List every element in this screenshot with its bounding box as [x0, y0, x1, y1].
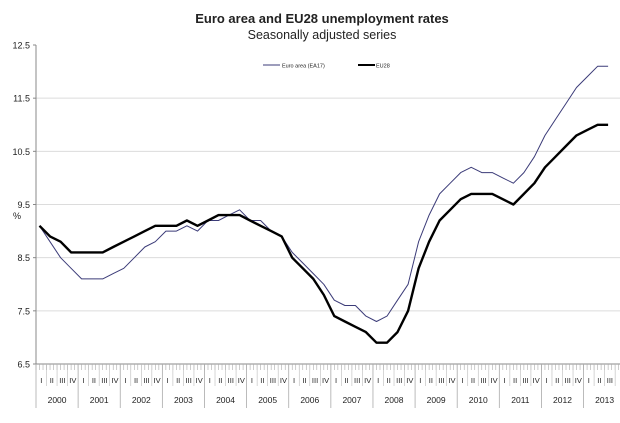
series-line-eu28 — [38, 123, 609, 344]
y-tick-label: 7.5 — [17, 306, 30, 316]
x-quarter-label: IV — [364, 376, 371, 385]
x-year-label: 2010 — [469, 395, 488, 405]
x-quarter-label: II — [260, 376, 264, 385]
x-quarter-label: III — [270, 376, 276, 385]
x-quarter-label: III — [438, 376, 444, 385]
x-quarter-label: II — [176, 376, 180, 385]
y-tick-label: 11.5 — [13, 94, 30, 104]
x-quarter-label: I — [251, 376, 253, 385]
x-year-label: 2008 — [385, 395, 404, 405]
y-tick-label: 12.5 — [12, 41, 30, 51]
y-axis: 12.5 11.5 10.5 9.5 8.5 7.5 6.5 — [12, 41, 37, 370]
x-year-label: 2011 — [511, 395, 530, 405]
legend-label-ea17: Euro area (EA17) — [282, 64, 325, 70]
x-quarter-label: IV — [448, 376, 455, 385]
x-quarter-label: II — [513, 376, 517, 385]
x-quarter-label: IV — [238, 376, 245, 385]
legend-label-eu28: EU28 — [376, 64, 390, 70]
x-quarter-label: I — [335, 376, 337, 385]
x-quarter-label: II — [597, 376, 601, 385]
x-quarter-label: I — [293, 376, 295, 385]
x-quarter-label: II — [134, 376, 138, 385]
x-year-label: 2000 — [48, 395, 67, 405]
x-quarter-label: III — [59, 376, 65, 385]
x-quarter-label: II — [302, 376, 306, 385]
x-quarter-label: III — [143, 376, 149, 385]
x-quarter-label: III — [480, 376, 486, 385]
x-quarter-label: I — [124, 376, 126, 385]
legend: Euro area (EA17) EU28 — [263, 64, 390, 70]
x-year-label: 2004 — [216, 395, 235, 405]
x-quarter-label: IV — [533, 376, 540, 385]
x-quarter-label: IV — [154, 376, 161, 385]
x-quarter-label: I — [504, 376, 506, 385]
x-quarter-label: IV — [280, 376, 287, 385]
x-quarter-label: III — [354, 376, 360, 385]
x-quarter-label: IV — [406, 376, 413, 385]
x-year-label: 2006 — [300, 395, 319, 405]
x-quarter-label: III — [396, 376, 402, 385]
chart-title: Euro area and EU28 unemployment rates — [195, 11, 449, 26]
x-year-label: 2005 — [258, 395, 277, 405]
x-quarter-label: III — [312, 376, 318, 385]
y-tick-label: 8.5 — [17, 253, 30, 263]
x-quarter-label: II — [429, 376, 433, 385]
x-quarter-label: IV — [69, 376, 76, 385]
x-quarter-label: I — [419, 376, 421, 385]
x-year-label: 2001 — [90, 395, 109, 405]
x-quarter-label: IV — [575, 376, 582, 385]
x-quarter-label: I — [167, 376, 169, 385]
x-quarter-label: IV — [491, 376, 498, 385]
x-quarter-label: I — [546, 376, 548, 385]
x-quarter-label: II — [471, 376, 475, 385]
x-year-label: 2012 — [553, 395, 572, 405]
y-tick-label: 10.5 — [12, 147, 30, 157]
chart-subtitle: Seasonally adjusted series — [248, 28, 397, 42]
x-quarter-label: II — [387, 376, 391, 385]
y-tick-label: 9.5 — [17, 200, 30, 210]
x-quarter-label: IV — [322, 376, 329, 385]
x-quarter-label: III — [565, 376, 571, 385]
x-quarter-label: III — [186, 376, 192, 385]
x-quarter-label: II — [345, 376, 349, 385]
x-quarter-label: I — [377, 376, 379, 385]
x-quarter-label: II — [50, 376, 54, 385]
series-lines — [38, 65, 609, 344]
x-year-label: 2009 — [427, 395, 446, 405]
gridlines — [36, 97, 620, 312]
y-axis-label: % — [13, 211, 21, 221]
x-year-label: 2007 — [342, 395, 361, 405]
x-quarter-label: I — [209, 376, 211, 385]
x-year-label: 2013 — [595, 395, 614, 405]
x-year-label: 2003 — [174, 395, 193, 405]
x-quarter-label: I — [461, 376, 463, 385]
x-quarter-label: IV — [111, 376, 118, 385]
x-quarter-label: III — [523, 376, 529, 385]
x-year-label: 2002 — [132, 395, 151, 405]
x-quarter-label: III — [228, 376, 234, 385]
x-quarter-label: III — [101, 376, 107, 385]
x-quarter-label: III — [607, 376, 613, 385]
x-quarter-label: I — [40, 376, 42, 385]
x-quarter-label: I — [82, 376, 84, 385]
x-quarter-label: II — [92, 376, 96, 385]
x-quarter-label: II — [218, 376, 222, 385]
y-tick-label: 6.5 — [17, 360, 30, 370]
x-quarter-label: IV — [196, 376, 203, 385]
x-quarter-label: I — [588, 376, 590, 385]
x-quarter-label: II — [555, 376, 559, 385]
series-line-ea17 — [39, 65, 609, 322]
